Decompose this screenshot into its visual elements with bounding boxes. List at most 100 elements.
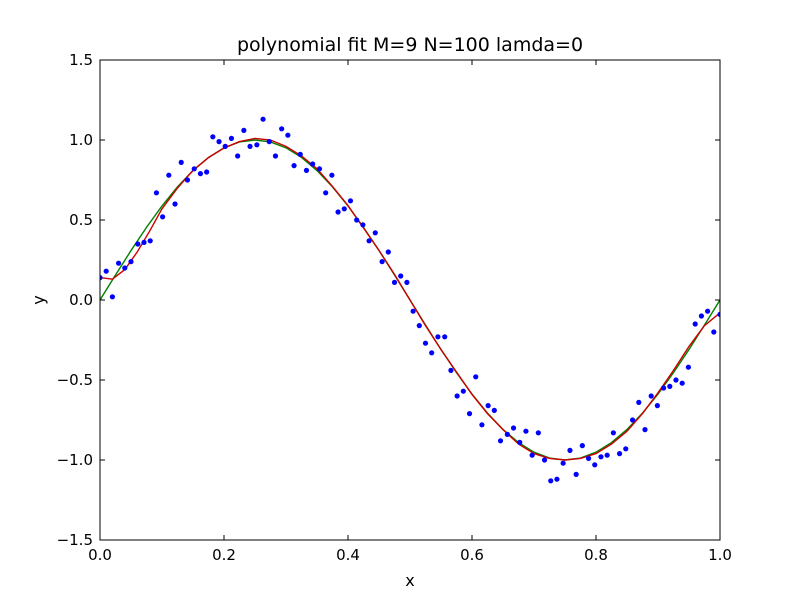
- data-point: [122, 265, 128, 271]
- data-point: [435, 334, 441, 340]
- data-point: [316, 166, 323, 172]
- data-point: [648, 393, 654, 399]
- series-line-2: [100, 137, 720, 461]
- data-point: [654, 403, 660, 409]
- data-point: [460, 388, 466, 394]
- data-point: [135, 241, 141, 247]
- data-point: [266, 139, 272, 145]
- data-point: [416, 323, 422, 329]
- data-point: [260, 116, 266, 122]
- y-axis-label: y: [29, 295, 48, 304]
- data-point: [623, 446, 629, 452]
- x-tick-label: 0.8: [584, 546, 608, 564]
- data-point: [172, 201, 178, 207]
- data-point: [535, 430, 541, 436]
- data-point: [335, 209, 341, 215]
- data-point: [517, 439, 523, 445]
- data-point: [279, 126, 285, 132]
- data-point: [191, 166, 197, 172]
- x-tick-label: 0.4: [336, 546, 360, 564]
- data-point: [541, 457, 548, 463]
- y-tick-label: 0.0: [69, 291, 93, 309]
- data-point: [604, 452, 610, 458]
- data-point: [153, 190, 160, 196]
- data-point: [166, 172, 172, 178]
- data-point: [642, 427, 648, 433]
- y-tick-label: −1.0: [57, 451, 93, 469]
- data-point: [354, 217, 360, 223]
- data-point: [636, 399, 642, 405]
- x-tick-label: 0.2: [212, 546, 236, 564]
- data-point: [410, 308, 416, 314]
- data-point: [529, 452, 535, 458]
- data-point: [567, 447, 573, 453]
- data-point: [310, 161, 316, 167]
- data-point: [372, 230, 378, 236]
- data-point: [616, 451, 623, 457]
- data-point: [247, 143, 253, 149]
- data-point: [454, 393, 460, 399]
- data-point: [160, 214, 166, 220]
- data-point: [673, 377, 679, 383]
- data-point: [241, 127, 247, 133]
- plot-frame: [99, 59, 721, 541]
- data-point: [629, 417, 636, 423]
- data-point: [235, 153, 241, 159]
- data-point: [429, 350, 435, 356]
- data-point: [366, 238, 372, 244]
- data-point: [497, 438, 504, 444]
- data-point: [711, 329, 717, 335]
- x-tick-label: 1.0: [708, 546, 732, 564]
- data-point: [479, 422, 485, 428]
- data-point: [523, 428, 529, 434]
- data-point: [184, 177, 191, 183]
- data-point: [592, 462, 598, 468]
- data-point: [297, 151, 303, 157]
- data-point: [323, 190, 329, 196]
- data-point: [705, 308, 711, 314]
- data-point: [204, 169, 210, 175]
- data-point: [228, 135, 235, 141]
- data-point: [398, 273, 404, 279]
- x-tick-label: 0.0: [88, 546, 112, 564]
- data-point: [554, 476, 560, 482]
- data-point: [329, 172, 335, 178]
- data-point: [573, 471, 579, 477]
- data-point: [504, 431, 510, 437]
- x-tick-label: 0.6: [460, 546, 484, 564]
- data-point: [391, 279, 398, 285]
- data-point: [116, 260, 122, 266]
- data-point: [442, 334, 448, 340]
- y-tick-label: 1.0: [69, 131, 93, 149]
- plot-area: 0.0 0.2 0.4 0.6 0.8 1.0 −1.5 −1.0 −0.5 0.0 0.5 1.0 1…: [57, 51, 732, 564]
- chart-title: polynomial fit M=9 N=100 lamda=0: [237, 34, 583, 56]
- data-point: [548, 478, 554, 484]
- ticks-layer: 0.0 0.2 0.4 0.6 0.8 1.0 −1.5 −1.0 −0.5 0.0 0.5 1.0 1…: [57, 51, 732, 564]
- data-point: [100, 275, 103, 281]
- data-point: [485, 403, 491, 409]
- data-point: [610, 430, 616, 436]
- data-point: [466, 411, 473, 417]
- data-point: [698, 313, 705, 319]
- y-tick-label: 0.5: [69, 211, 93, 229]
- data-point: [379, 259, 385, 265]
- data-point: [210, 134, 216, 140]
- data-point: [717, 311, 720, 317]
- data-point: [216, 139, 222, 145]
- series-layer: [100, 116, 720, 484]
- data-point: [685, 364, 691, 370]
- data-point: [341, 206, 347, 212]
- data-point: [585, 455, 592, 461]
- data-point: [579, 443, 585, 449]
- data-point: [667, 383, 673, 389]
- data-point: [422, 340, 429, 346]
- data-point: [510, 425, 517, 431]
- data-point: [347, 198, 354, 204]
- data-point: [109, 294, 115, 300]
- data-point: [491, 407, 497, 413]
- y-tick-label: −1.5: [57, 531, 93, 549]
- data-point: [103, 268, 109, 274]
- data-point: [692, 321, 698, 327]
- data-point: [303, 167, 310, 173]
